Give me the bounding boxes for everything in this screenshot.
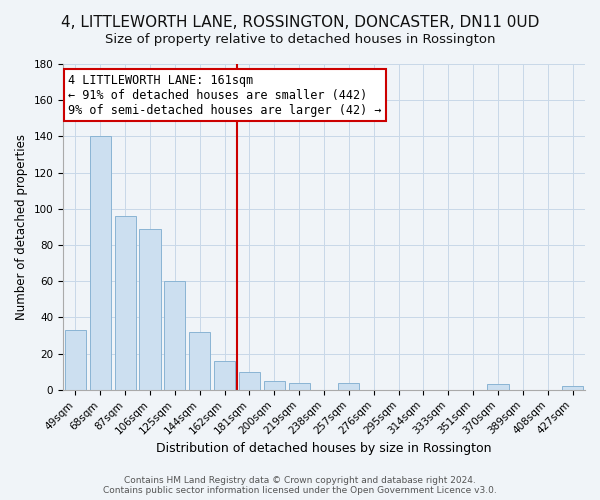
- Bar: [90, 136, 111, 390]
- Text: Contains HM Land Registry data © Crown copyright and database right 2024.
Contai: Contains HM Land Registry data © Crown c…: [103, 476, 497, 495]
- Bar: [214, 361, 235, 390]
- Bar: [487, 384, 509, 390]
- Bar: [338, 382, 359, 390]
- Text: 4, LITTLEWORTH LANE, ROSSINGTON, DONCASTER, DN11 0UD: 4, LITTLEWORTH LANE, ROSSINGTON, DONCAST…: [61, 15, 539, 30]
- Text: 4 LITTLEWORTH LANE: 161sqm
← 91% of detached houses are smaller (442)
9% of semi: 4 LITTLEWORTH LANE: 161sqm ← 91% of deta…: [68, 74, 382, 117]
- Bar: [65, 330, 86, 390]
- Bar: [139, 228, 161, 390]
- Text: Size of property relative to detached houses in Rossington: Size of property relative to detached ho…: [105, 32, 495, 46]
- Bar: [189, 332, 210, 390]
- X-axis label: Distribution of detached houses by size in Rossington: Distribution of detached houses by size …: [156, 442, 492, 455]
- Y-axis label: Number of detached properties: Number of detached properties: [15, 134, 28, 320]
- Bar: [562, 386, 583, 390]
- Bar: [239, 372, 260, 390]
- Bar: [289, 382, 310, 390]
- Bar: [164, 281, 185, 390]
- Bar: [264, 381, 285, 390]
- Bar: [115, 216, 136, 390]
